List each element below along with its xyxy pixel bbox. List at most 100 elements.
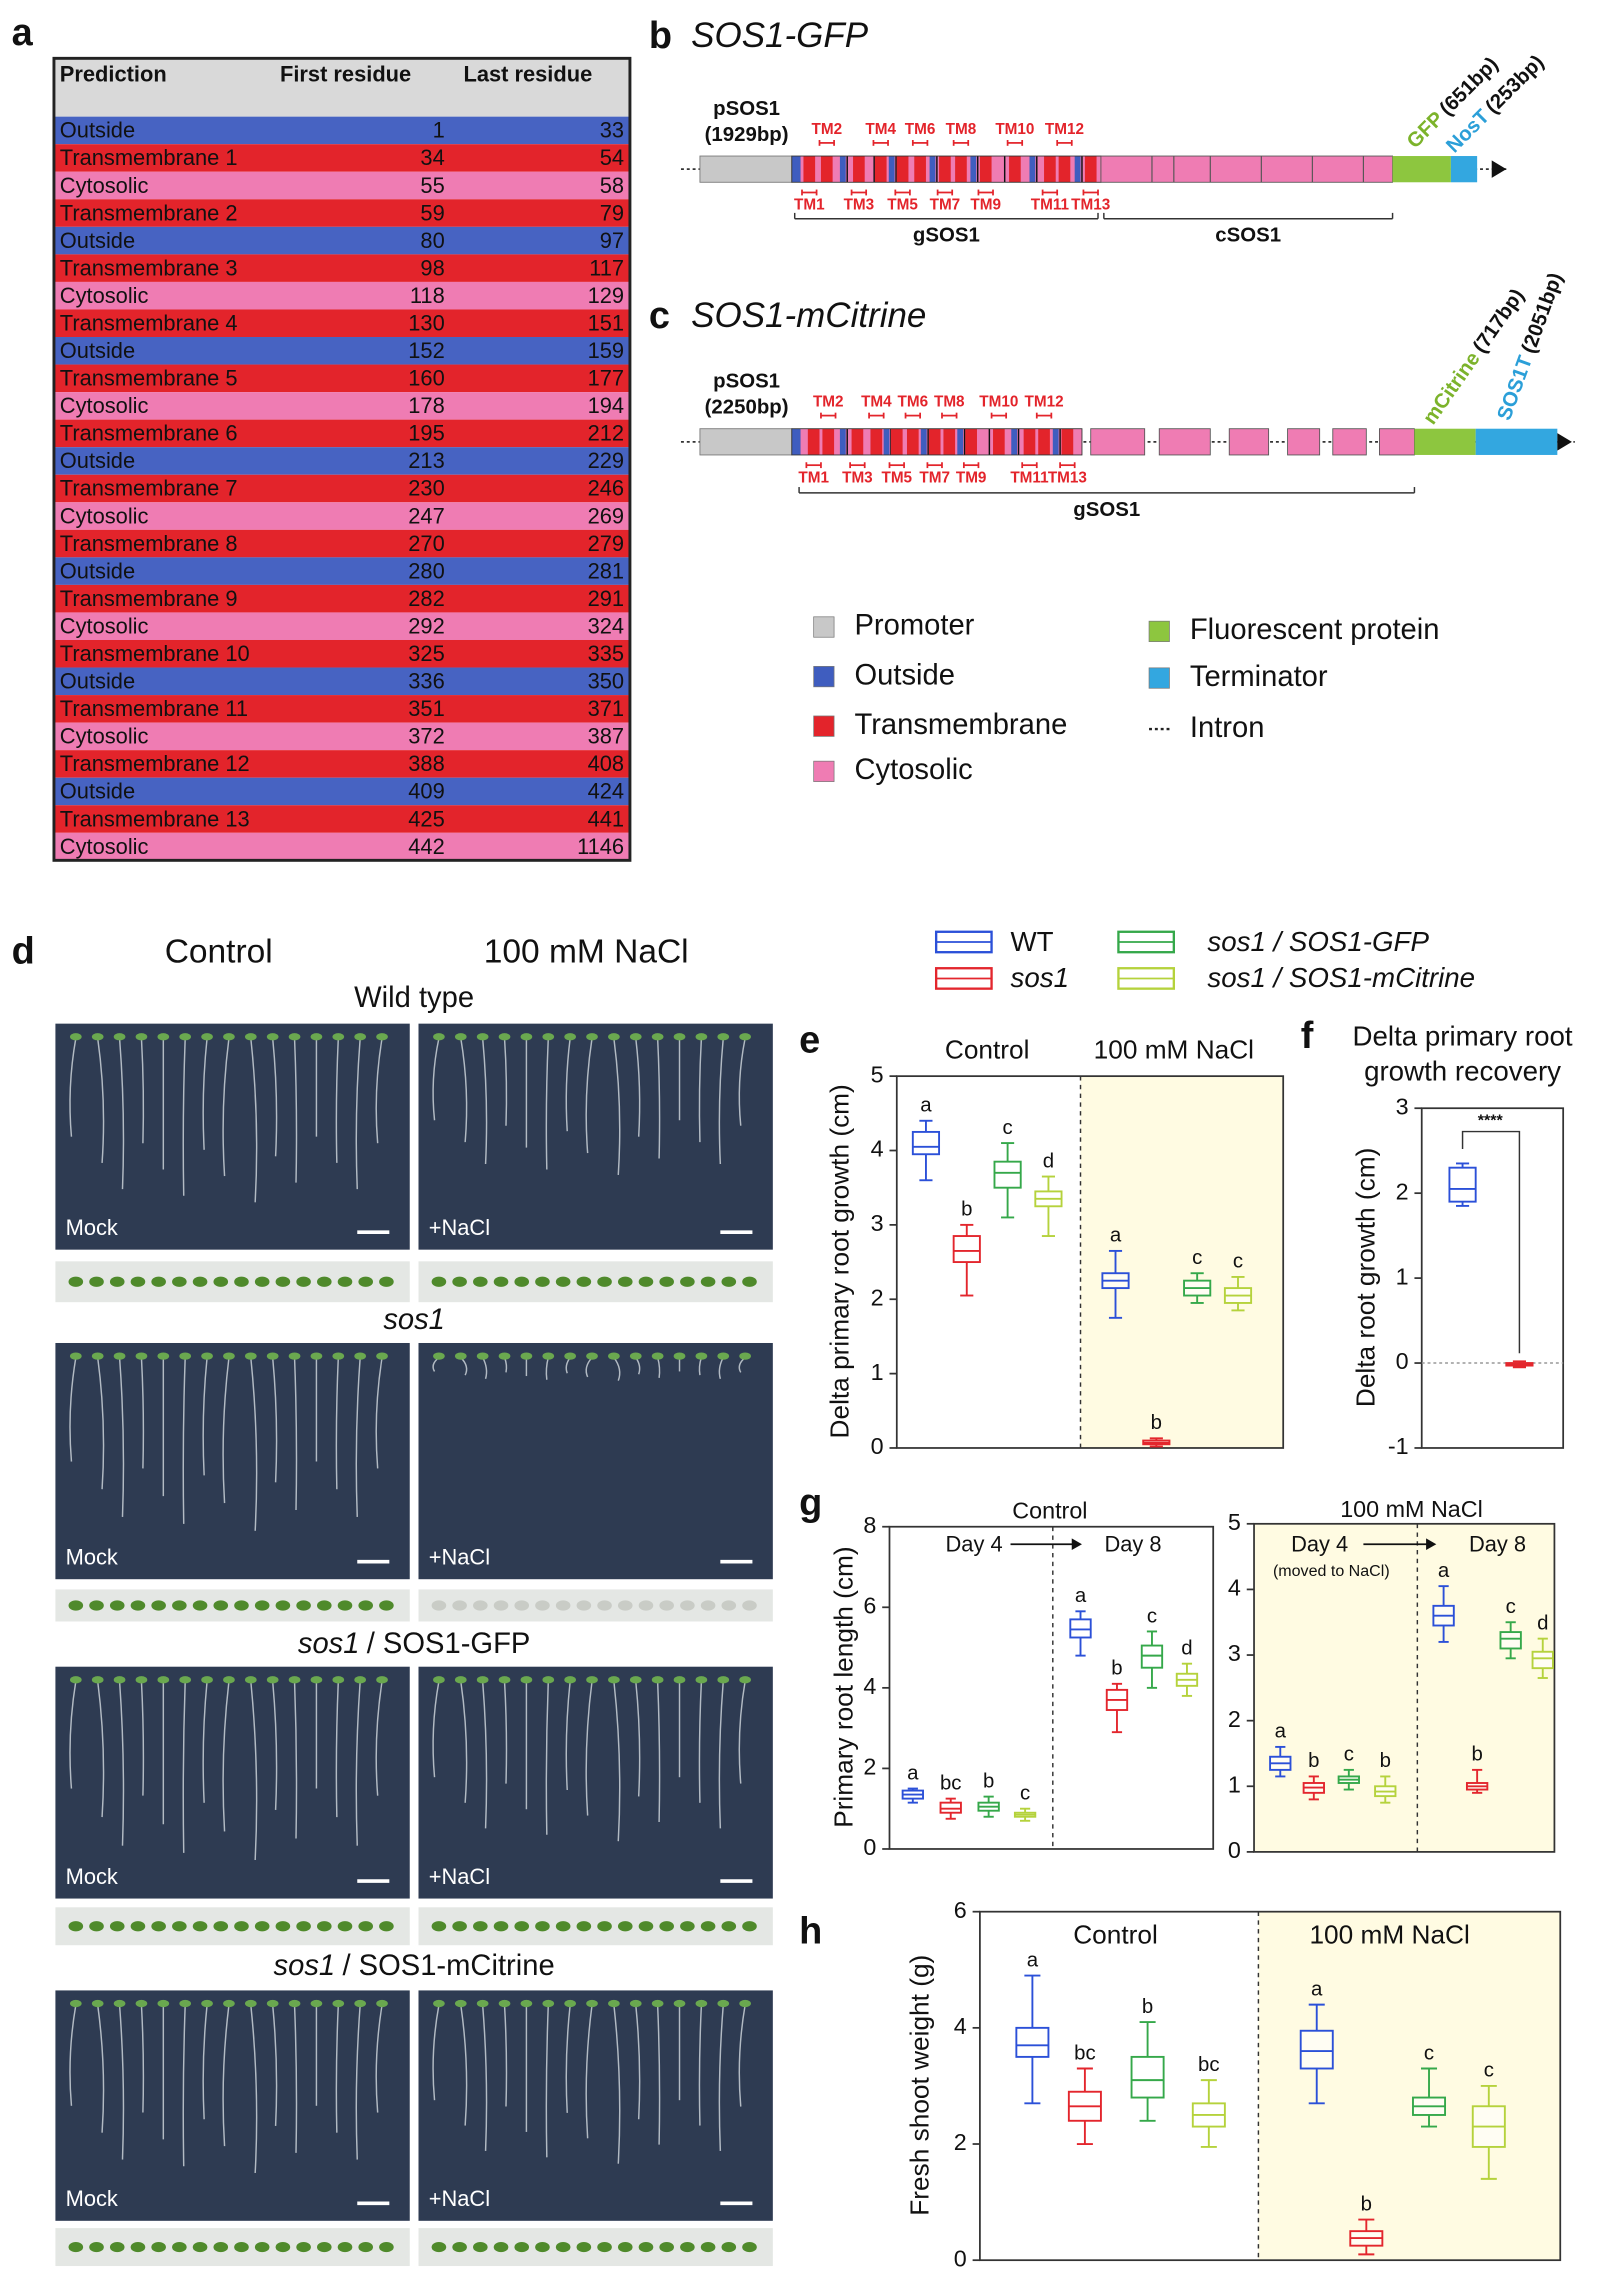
root bbox=[460, 1038, 468, 1143]
y-tick-label: 0 bbox=[1396, 1348, 1409, 1374]
shoot-detail bbox=[555, 2241, 571, 2253]
significance-letter: c bbox=[1344, 1744, 1354, 1766]
table-cell: 282 bbox=[408, 586, 444, 611]
significance-letter: b bbox=[1308, 1750, 1319, 1772]
y-tick-label: 8 bbox=[863, 1512, 876, 1538]
table-cell: 213 bbox=[408, 448, 444, 473]
shoot-detail bbox=[68, 1600, 84, 1611]
shoot bbox=[223, 1033, 235, 1041]
treatment-label: Mock bbox=[66, 1215, 118, 1240]
shoot bbox=[498, 1033, 511, 1041]
significance-letter: c bbox=[1506, 1596, 1516, 1618]
shoot-detail bbox=[296, 1276, 311, 1287]
tm-exon bbox=[807, 428, 820, 455]
shoot bbox=[376, 1676, 388, 1684]
shoot-detail bbox=[680, 2241, 695, 2253]
root bbox=[250, 1357, 258, 1531]
tm-label: TM9 bbox=[956, 469, 987, 486]
shoot-detail bbox=[151, 2241, 166, 2253]
shoot bbox=[179, 1676, 192, 1684]
table-row bbox=[53, 254, 630, 282]
shoot-detail bbox=[597, 1600, 612, 1611]
shoot-detail bbox=[638, 1276, 654, 1287]
root bbox=[335, 1038, 340, 1163]
shoot-detail bbox=[379, 1921, 394, 1932]
shoot bbox=[288, 1999, 301, 2008]
shoot-detail bbox=[109, 1600, 125, 1611]
root bbox=[293, 1038, 298, 1183]
shoot-detail bbox=[742, 1600, 757, 1611]
category-label: Day 4 bbox=[1291, 1531, 1348, 1556]
shoot-detail bbox=[275, 1600, 291, 1611]
shoot-detail bbox=[68, 1921, 84, 1932]
shoot-strip bbox=[418, 1907, 773, 1946]
row-title-genotype: sos1 bbox=[383, 1304, 445, 1336]
shoot-detail bbox=[358, 2241, 374, 2253]
outside-exon bbox=[920, 428, 927, 455]
significance-letter: a bbox=[907, 1762, 919, 1784]
table-row bbox=[53, 199, 630, 227]
root bbox=[250, 2004, 258, 2174]
shoot bbox=[91, 1676, 104, 1684]
significance-letter: b bbox=[1361, 2193, 1372, 2215]
y-tick-label: 1 bbox=[871, 1359, 884, 1385]
table-row bbox=[53, 695, 630, 723]
tm-exon bbox=[896, 156, 909, 183]
tm-exon bbox=[803, 156, 816, 183]
shoot-detail bbox=[68, 1276, 84, 1287]
table-cell: 195 bbox=[408, 421, 444, 446]
y-tick-label: 4 bbox=[1228, 1575, 1241, 1601]
significance-bracket bbox=[1461, 1130, 1521, 1354]
root bbox=[202, 1681, 208, 1803]
chart-note: (moved to NaCl) bbox=[1273, 1562, 1390, 1580]
tm-label: TM8 bbox=[946, 121, 977, 138]
shoot bbox=[288, 1352, 301, 1360]
shoot bbox=[113, 1676, 126, 1684]
legend-text: WT bbox=[1011, 926, 1054, 957]
shoot bbox=[201, 1999, 213, 2008]
outside-exon bbox=[839, 428, 846, 455]
root bbox=[222, 1681, 230, 1832]
shoot bbox=[564, 1352, 576, 1360]
chart-title: Delta primary root bbox=[1353, 1021, 1573, 1052]
shoot-detail bbox=[555, 1276, 571, 1287]
shoot bbox=[223, 1676, 235, 1684]
shoot-detail bbox=[317, 1600, 332, 1611]
cytosolic-exon bbox=[1158, 428, 1211, 456]
shoot-detail bbox=[130, 1276, 146, 1287]
category-label: 100 mM NaCl bbox=[1309, 1919, 1469, 1949]
plot-frame bbox=[979, 1910, 1562, 2262]
root bbox=[698, 2004, 703, 2126]
shoot-detail bbox=[358, 1921, 374, 1932]
tm-label: TM2 bbox=[813, 394, 844, 411]
shoot-detail bbox=[151, 1921, 166, 1932]
table-row bbox=[53, 502, 630, 530]
root bbox=[718, 1038, 724, 1165]
tm-exon bbox=[906, 428, 919, 455]
legend-text: Intron bbox=[1190, 712, 1265, 744]
root bbox=[69, 2004, 77, 2106]
tm-exon bbox=[965, 428, 977, 455]
root bbox=[355, 1681, 361, 1846]
root bbox=[293, 2004, 298, 2153]
shoot bbox=[717, 1033, 730, 1041]
shoot-detail bbox=[638, 1600, 654, 1611]
shoot bbox=[135, 1033, 148, 1041]
shoot bbox=[673, 1033, 686, 1041]
panel-label: c bbox=[649, 295, 670, 337]
shoot bbox=[91, 1999, 104, 2008]
legend-text: sos1 bbox=[1011, 962, 1070, 993]
shoot bbox=[135, 1352, 148, 1360]
table-header-bg bbox=[53, 58, 630, 117]
shoot-detail bbox=[254, 1921, 270, 1932]
shoot bbox=[266, 1352, 279, 1360]
significance-annotation: **** bbox=[1478, 1112, 1504, 1130]
shoot-detail bbox=[659, 1600, 674, 1611]
panel-label: e bbox=[799, 1020, 820, 1062]
legend-swatch bbox=[1148, 667, 1170, 689]
table-cell: Transmembrane 7 bbox=[60, 476, 238, 501]
root bbox=[585, 1681, 593, 1816]
significance-letter: d bbox=[1181, 1637, 1192, 1659]
shoot bbox=[354, 1352, 367, 1360]
